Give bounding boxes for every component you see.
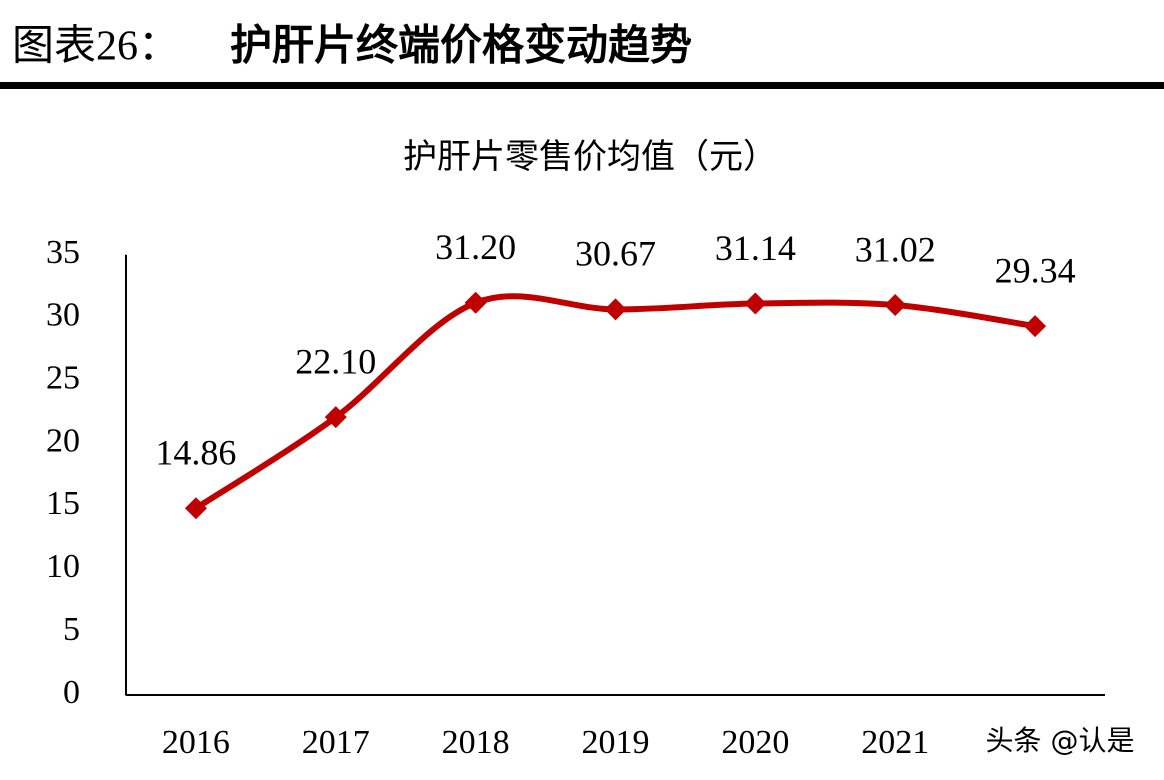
header-rule [0, 82, 1164, 89]
marker [324, 406, 347, 429]
data-label: 31.20 [435, 227, 516, 267]
figure-title: 护肝片终端价格变动趋势 [230, 23, 692, 70]
watermark: 头条 @认是 [986, 724, 1135, 757]
marker [464, 291, 487, 314]
data-label: 31.02 [855, 229, 936, 269]
marker [604, 298, 627, 321]
y-tick-label: 5 [63, 611, 80, 648]
marker [1024, 315, 1047, 338]
marker [184, 497, 207, 520]
x-tick-label: 2017 [302, 724, 370, 761]
chart-title: 护肝片零售价均值（元） [403, 138, 777, 176]
x-tick-label: 2019 [582, 724, 650, 761]
data-label: 29.34 [995, 250, 1076, 290]
y-tick-label: 30 [46, 297, 80, 334]
data-label: 30.67 [575, 234, 656, 274]
data-label: 31.14 [715, 228, 796, 268]
y-tick-label: 25 [46, 360, 80, 397]
data-label: 22.10 [295, 341, 376, 381]
y-tick-label: 15 [46, 485, 80, 522]
y-tick-label: 10 [46, 548, 80, 585]
marker [884, 294, 907, 317]
figure-label: 图表26： [12, 24, 180, 70]
y-tick-label: 35 [46, 234, 80, 271]
x-tick-label: 2016 [162, 724, 230, 761]
x-tick-label: 2021 [861, 724, 929, 761]
x-tick-label: 2018 [442, 724, 510, 761]
x-tick-label: 2020 [721, 724, 789, 761]
data-label: 14.86 [155, 432, 236, 472]
marker [744, 292, 767, 315]
y-tick-label: 0 [63, 674, 80, 711]
y-tick-label: 20 [46, 422, 80, 459]
